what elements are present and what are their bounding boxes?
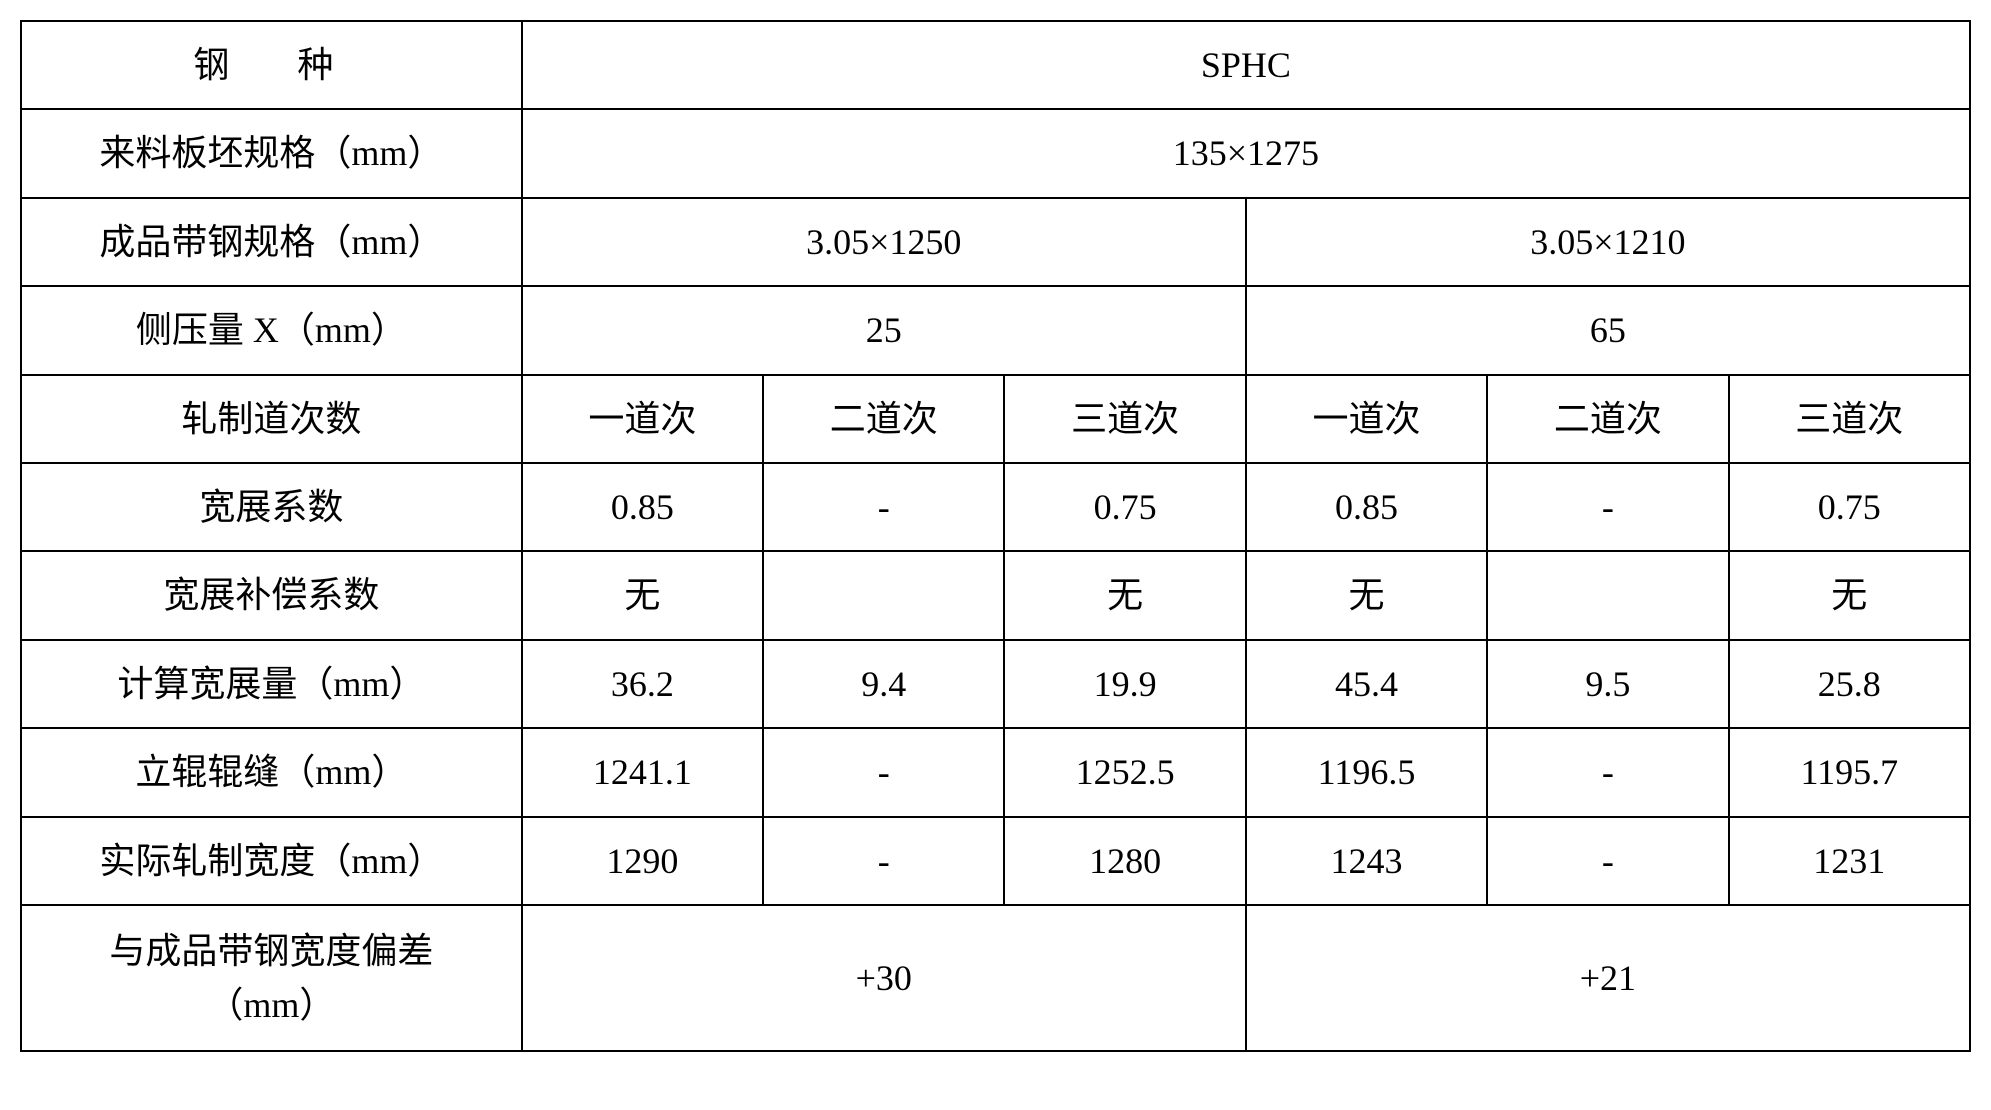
- cell-value: 1252.5: [1004, 728, 1245, 816]
- cell-value: 二道次: [763, 375, 1004, 463]
- cell-value: 1243: [1246, 817, 1487, 905]
- table-row: 立辊辊缝（mm） 1241.1 - 1252.5 1196.5 - 1195.7: [21, 728, 1970, 816]
- cell-value: -: [1487, 463, 1728, 551]
- cell-value: 25.8: [1729, 640, 1970, 728]
- table-row: 轧制道次数 一道次 二道次 三道次 一道次 二道次 三道次: [21, 375, 1970, 463]
- row-label: 实际轧制宽度（mm）: [21, 817, 522, 905]
- cell-value: 无: [1004, 551, 1245, 639]
- table-row: 宽展系数 0.85 - 0.75 0.85 - 0.75: [21, 463, 1970, 551]
- cell-value: 19.9: [1004, 640, 1245, 728]
- cell-value: 3.05×1250: [522, 198, 1246, 286]
- row-label: 与成品带钢宽度偏差 （mm）: [21, 905, 522, 1051]
- table-row: 侧压量 X（mm） 25 65: [21, 286, 1970, 374]
- table-row: 宽展补偿系数 无 无 无 无: [21, 551, 1970, 639]
- row-label: 钢 种: [21, 21, 522, 109]
- cell-value: -: [763, 817, 1004, 905]
- cell-value: 9.4: [763, 640, 1004, 728]
- cell-value: -: [1487, 728, 1728, 816]
- table-row: 与成品带钢宽度偏差 （mm） +30 +21: [21, 905, 1970, 1051]
- cell-value: +21: [1246, 905, 1970, 1051]
- table-row: 来料板坯规格（mm） 135×1275: [21, 109, 1970, 197]
- cell-value: 无: [1246, 551, 1487, 639]
- cell-value: 65: [1246, 286, 1970, 374]
- cell-value: 无: [522, 551, 763, 639]
- cell-value: [763, 551, 1004, 639]
- table-row: 成品带钢规格（mm） 3.05×1250 3.05×1210: [21, 198, 1970, 286]
- row-label: 宽展补偿系数: [21, 551, 522, 639]
- cell-value: 1241.1: [522, 728, 763, 816]
- cell-value: 1231: [1729, 817, 1970, 905]
- cell-value: 36.2: [522, 640, 763, 728]
- cell-value: -: [763, 728, 1004, 816]
- row-label: 来料板坯规格（mm）: [21, 109, 522, 197]
- cell-value: -: [1487, 817, 1728, 905]
- cell-value: 1196.5: [1246, 728, 1487, 816]
- row-label: 宽展系数: [21, 463, 522, 551]
- cell-value: 三道次: [1729, 375, 1970, 463]
- cell-value: 9.5: [1487, 640, 1728, 728]
- cell-value: 135×1275: [522, 109, 1970, 197]
- row-label: 计算宽展量（mm）: [21, 640, 522, 728]
- cell-value: 三道次: [1004, 375, 1245, 463]
- table-row: 实际轧制宽度（mm） 1290 - 1280 1243 - 1231: [21, 817, 1970, 905]
- row-label: 成品带钢规格（mm）: [21, 198, 522, 286]
- row-label: 立辊辊缝（mm）: [21, 728, 522, 816]
- cell-value: 3.05×1210: [1246, 198, 1970, 286]
- cell-value: +30: [522, 905, 1246, 1051]
- cell-value: 45.4: [1246, 640, 1487, 728]
- row-label: 轧制道次数: [21, 375, 522, 463]
- cell-value: SPHC: [522, 21, 1970, 109]
- cell-value: 1280: [1004, 817, 1245, 905]
- cell-value: 1290: [522, 817, 763, 905]
- cell-value: 一道次: [1246, 375, 1487, 463]
- cell-value: 25: [522, 286, 1246, 374]
- cell-value: 1195.7: [1729, 728, 1970, 816]
- data-table-container: 钢 种 SPHC 来料板坯规格（mm） 135×1275 成品带钢规格（mm） …: [20, 20, 1971, 1052]
- table-row: 计算宽展量（mm） 36.2 9.4 19.9 45.4 9.5 25.8: [21, 640, 1970, 728]
- cell-value: -: [763, 463, 1004, 551]
- row-label: 侧压量 X（mm）: [21, 286, 522, 374]
- steel-specification-table: 钢 种 SPHC 来料板坯规格（mm） 135×1275 成品带钢规格（mm） …: [20, 20, 1971, 1052]
- cell-value: 0.85: [522, 463, 763, 551]
- cell-value: 0.75: [1729, 463, 1970, 551]
- cell-value: 0.85: [1246, 463, 1487, 551]
- cell-value: 0.75: [1004, 463, 1245, 551]
- cell-value: [1487, 551, 1728, 639]
- cell-value: 一道次: [522, 375, 763, 463]
- table-row: 钢 种 SPHC: [21, 21, 1970, 109]
- cell-value: 二道次: [1487, 375, 1728, 463]
- cell-value: 无: [1729, 551, 1970, 639]
